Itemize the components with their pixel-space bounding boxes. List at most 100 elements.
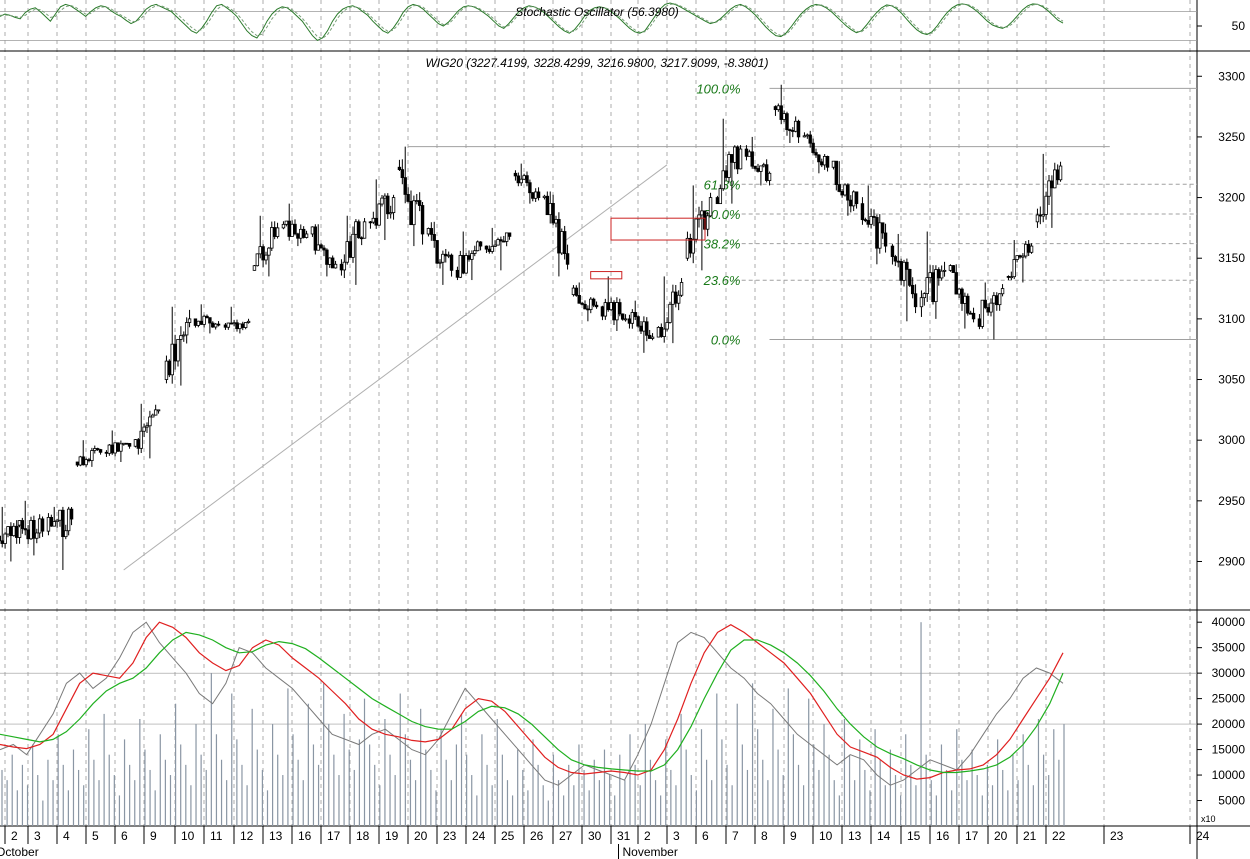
volume-bar <box>1027 764 1029 826</box>
candle-body <box>1000 288 1005 295</box>
volume-bar <box>1017 780 1019 826</box>
volume-bar <box>629 734 631 826</box>
candle-body <box>357 221 361 239</box>
daily-candle-group <box>919 231 947 319</box>
volume-bar <box>1 769 3 826</box>
candle-body <box>93 448 97 451</box>
daily-candle-group <box>310 224 338 277</box>
volume-y-tick-label: 30000 <box>1212 666 1246 680</box>
candle-body <box>519 178 523 184</box>
volume-bar <box>210 673 212 826</box>
volume-bar <box>705 759 708 826</box>
x-axis-tick-label: 20 <box>414 829 428 843</box>
volume-bar <box>231 693 233 826</box>
candle-body <box>6 526 10 535</box>
candle-body <box>679 282 684 296</box>
candle-body <box>840 191 844 196</box>
candle-body <box>139 430 143 449</box>
candle-body <box>241 323 245 328</box>
volume-bar <box>670 769 672 826</box>
volume-bar <box>537 764 539 826</box>
daily-candle-group <box>600 276 628 331</box>
volume-bar <box>108 754 110 826</box>
candle-body <box>875 217 879 249</box>
daily-candle-group <box>1035 153 1063 228</box>
daily-candle-group <box>455 231 483 281</box>
volume-bar <box>1037 719 1040 826</box>
candle-body <box>968 312 973 315</box>
candle-body <box>490 246 494 252</box>
candle-body <box>213 323 218 328</box>
candle-body <box>342 261 347 271</box>
candle-body <box>1006 276 1011 278</box>
candle-body <box>811 142 815 153</box>
candle-body <box>29 519 33 540</box>
candle-body <box>516 175 521 184</box>
volume-bar <box>409 759 412 826</box>
candle-body <box>992 295 996 304</box>
candle-body <box>531 192 535 199</box>
volume-bar <box>180 744 182 826</box>
daily-candle-group <box>802 130 830 174</box>
volume-bar <box>660 795 662 826</box>
volume-bar <box>721 739 723 826</box>
candle-body <box>438 261 442 264</box>
candle-body <box>1018 255 1022 258</box>
volume-bar <box>481 734 483 826</box>
candle-body <box>429 228 434 235</box>
candle-body <box>107 444 112 454</box>
candle-body <box>287 220 291 237</box>
volume-bar <box>6 780 8 826</box>
volume-bar <box>680 713 682 826</box>
candle-body <box>788 129 792 132</box>
x-axis-tick-label: 13 <box>269 829 283 843</box>
volume-bar <box>440 729 442 826</box>
volume-bar <box>603 749 606 826</box>
candle-body <box>528 182 532 194</box>
candle-body <box>785 113 789 131</box>
candle-body <box>639 325 643 332</box>
daily-candle-group <box>571 282 599 322</box>
candle-body <box>223 324 228 328</box>
daily-candle-group <box>860 185 888 265</box>
volume-bar <box>103 713 105 826</box>
volume-bar <box>348 749 350 826</box>
volume-bar <box>654 780 657 826</box>
volume-bar <box>496 719 498 826</box>
candle-body <box>650 336 655 339</box>
candle-body <box>627 318 632 324</box>
candle-body <box>374 217 378 226</box>
candle-body <box>733 146 737 163</box>
candle-body <box>705 215 710 230</box>
candle-body <box>890 245 895 257</box>
candle-body <box>426 228 431 235</box>
volume-bar <box>425 749 427 826</box>
candle-body <box>226 322 231 328</box>
volume-bar <box>874 729 876 826</box>
volume-bar <box>266 790 269 826</box>
candle-body <box>487 248 492 252</box>
candle-body <box>145 425 149 428</box>
daily-candle-group <box>133 403 161 459</box>
candle-body <box>776 105 781 111</box>
candle-body <box>173 343 177 362</box>
candle-body <box>1015 255 1019 260</box>
candle-body <box>196 320 201 326</box>
volume-bar <box>552 754 555 826</box>
x-axis-tick-label: 16 <box>298 829 312 843</box>
candle-body <box>449 254 454 271</box>
daily-candle-group <box>715 118 743 205</box>
candle-body <box>81 456 85 466</box>
candle-body <box>937 269 941 279</box>
volume-bar <box>823 724 825 826</box>
candle-body <box>919 297 924 308</box>
volume-bar <box>312 744 315 826</box>
candle-body <box>560 231 564 254</box>
volume-bar <box>307 703 309 826</box>
candle-body <box>966 295 970 314</box>
candle-body <box>805 134 810 137</box>
volume-bar <box>159 734 161 826</box>
candle-body <box>583 303 587 310</box>
candle-body <box>902 261 906 281</box>
volume-bar <box>287 688 289 826</box>
